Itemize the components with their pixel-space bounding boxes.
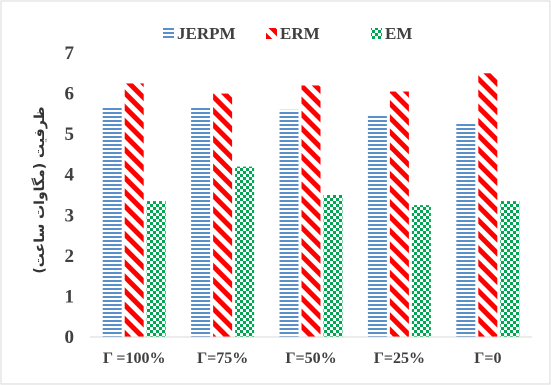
y-tick-label: 4 bbox=[65, 165, 75, 186]
legend-label-erm: ERM bbox=[280, 24, 320, 43]
bar-jerpm-3 bbox=[367, 115, 387, 337]
x-tick-label: Γ =100% bbox=[103, 350, 166, 367]
bar-em-3 bbox=[411, 205, 431, 337]
bar-erm-0 bbox=[124, 83, 144, 337]
legend-swatch-em bbox=[371, 28, 382, 39]
x-tick-label: Γ=50% bbox=[285, 350, 336, 367]
bar-jerpm-0 bbox=[102, 107, 122, 338]
bar-jerpm-4 bbox=[456, 121, 476, 337]
bar-erm-4 bbox=[478, 73, 498, 338]
y-tick-label: 2 bbox=[65, 246, 75, 267]
bar-em-1 bbox=[235, 166, 255, 337]
x-tick-label: Γ=25% bbox=[374, 350, 425, 367]
y-axis-ticks: 0 1 2 3 4 5 6 7 bbox=[65, 43, 75, 348]
bar-erm-2 bbox=[301, 85, 321, 337]
bar-jerpm-1 bbox=[191, 107, 211, 338]
y-tick-label: 6 bbox=[65, 84, 75, 105]
y-tick-label: 3 bbox=[65, 205, 75, 226]
legend-swatch-erm bbox=[266, 28, 277, 39]
bar-em-0 bbox=[146, 201, 166, 337]
bar-em-4 bbox=[500, 201, 520, 337]
legend: JERPM ERM EM bbox=[163, 24, 412, 43]
legend-swatch-jerpm bbox=[163, 28, 174, 39]
y-tick-label: 0 bbox=[65, 327, 75, 348]
legend-label-jerpm: JERPM bbox=[177, 24, 236, 43]
y-axis-title: ظرفیت (مگاوات ساعت) bbox=[31, 106, 48, 273]
bar-erm-3 bbox=[389, 91, 409, 338]
x-tick-label: Γ=75% bbox=[197, 350, 248, 367]
y-axis-label: ظرفیت (مگاوات ساعت) bbox=[31, 106, 48, 273]
bar-em-2 bbox=[323, 195, 343, 337]
bar-erm-1 bbox=[213, 93, 233, 337]
y-tick-label: 5 bbox=[65, 124, 75, 145]
y-tick-label: 7 bbox=[65, 43, 75, 64]
x-axis-ticks: Γ =100% Γ=75% Γ=50% Γ=25% Γ=0 bbox=[103, 350, 502, 367]
x-tick-label: Γ=0 bbox=[474, 350, 501, 367]
bar-jerpm-2 bbox=[279, 109, 299, 337]
bars bbox=[102, 73, 520, 338]
legend-label-em: EM bbox=[385, 24, 412, 43]
y-tick-label: 1 bbox=[65, 286, 75, 307]
